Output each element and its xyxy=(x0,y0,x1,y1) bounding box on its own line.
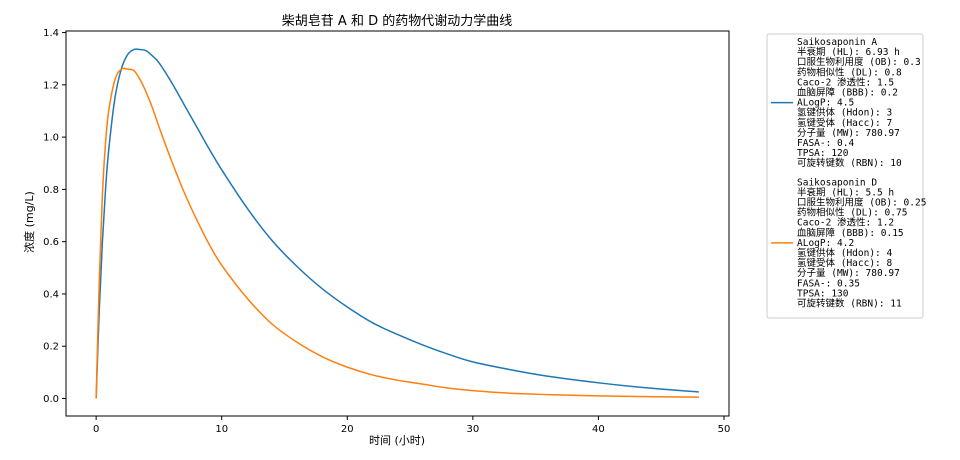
x-tick-label: 0 xyxy=(93,424,99,435)
plot-area xyxy=(95,48,699,399)
chart-title: 柴胡皂苷 A 和 D 的药物代谢动力学曲线 xyxy=(282,13,512,29)
legend-text-saikosaponin-a: 氢键供体 (Hdon): 3 xyxy=(797,107,892,119)
x-axis: 0 10 20 30 40 50 xyxy=(93,416,730,435)
legend-text-saikosaponin-d: 氢键受体 (Hacc): 8 xyxy=(797,257,892,269)
legend-text-saikosaponin-a: ALogP: 4.5 xyxy=(797,98,854,109)
legend-text-saikosaponin-d: ALogP: 4.2 xyxy=(797,238,854,249)
y-axis-label: 浓度 (mg/L) xyxy=(22,191,36,253)
series-line-saikosaponin-a xyxy=(95,48,699,399)
x-axis-label: 时间 (小时) xyxy=(369,434,425,447)
series-line-saikosaponin-d xyxy=(95,67,699,399)
y-tick-label: 0.6 xyxy=(43,237,59,248)
legend-text-saikosaponin-a: 可旋转键数 (RBN): 10 xyxy=(797,157,902,169)
legend-text-saikosaponin-a: 血脑屏障 (BBB): 0.2 xyxy=(797,87,898,99)
legend-text-saikosaponin-a: 药物相似性 (DL): 0.8 xyxy=(797,66,902,78)
y-tick-label: 0.8 xyxy=(43,185,59,196)
x-tick-label: 30 xyxy=(466,424,479,435)
x-tick-label: 50 xyxy=(718,424,731,435)
legend-text-saikosaponin-a: FASA-: 0.4 xyxy=(797,138,854,149)
y-tick-label: 0.4 xyxy=(43,289,59,300)
legend-box xyxy=(766,33,924,319)
y-tick-label: 0.2 xyxy=(43,342,59,353)
x-tick-label: 10 xyxy=(215,424,228,435)
legend-text-saikosaponin-a: 半衰期 (HL): 6.93 h xyxy=(797,46,900,58)
y-axis: 0.0 0.2 0.4 0.6 0.8 1.0 1.2 1.4 xyxy=(43,28,66,405)
legend-text-saikosaponin-d: Saikosaponin D xyxy=(797,177,877,188)
x-tick-label: 40 xyxy=(592,424,605,435)
legend-text-saikosaponin-d: 口服生物利用度 (OB): 0.25 xyxy=(797,197,926,209)
legend-text-saikosaponin-a: 分子量 (MW): 780.97 xyxy=(797,128,900,139)
legend-text-saikosaponin-d: 分子量 (MW): 780.97 xyxy=(797,268,900,279)
y-tick-label: 1.2 xyxy=(43,80,59,91)
legend-text-saikosaponin-d: 药物相似性 (DL): 0.75 xyxy=(797,207,907,219)
legend-text-saikosaponin-a: 氢键受体 (Hacc): 7 xyxy=(797,117,892,129)
legend-text-saikosaponin-a: TPSA: 120 xyxy=(797,148,849,159)
y-tick-label: 1.0 xyxy=(43,133,59,144)
legend-text-saikosaponin-a: Saikosaponin A xyxy=(797,37,877,48)
legend-text-saikosaponin-d: 半衰期 (HL): 5.5 h xyxy=(797,186,894,198)
legend-text-saikosaponin-d: 可旋转键数 (RBN): 11 xyxy=(797,298,902,310)
y-tick-label: 1.4 xyxy=(43,28,59,39)
legend-text-saikosaponin-d: TPSA: 130 xyxy=(797,288,849,299)
plot-frame xyxy=(65,30,730,417)
legend-text-saikosaponin-a: 口服生物利用度 (OB): 0.3 xyxy=(797,56,921,68)
legend-text-saikosaponin-d: 血脑屏障 (BBB): 0.15 xyxy=(797,227,904,239)
legend-text-saikosaponin-a: Caco-2 渗透性: 1.5 xyxy=(797,76,894,88)
legend-text-saikosaponin-d: FASA-: 0.35 xyxy=(797,278,860,289)
y-tick-label: 0.0 xyxy=(43,394,59,405)
x-tick-label: 20 xyxy=(341,424,354,435)
legend-text-saikosaponin-d: Caco-2 渗透性: 1.2 xyxy=(797,217,894,229)
legend-text-saikosaponin-d: 氢键供体 (Hdon): 4 xyxy=(797,247,892,259)
